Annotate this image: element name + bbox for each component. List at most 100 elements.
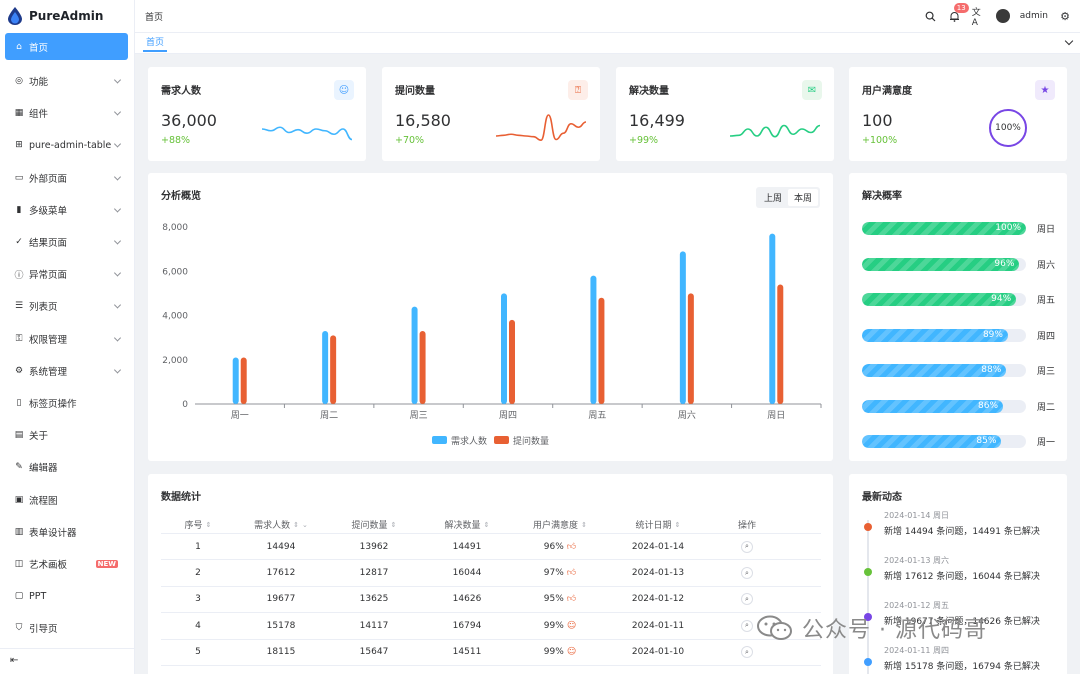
- search-icon[interactable]: ⌕: [741, 646, 753, 659]
- bar-1-5[interactable]: [687, 293, 694, 404]
- sort-icon[interactable]: ⇕: [581, 520, 587, 529]
- cell-value: 13625: [359, 594, 389, 605]
- search-icon[interactable]: ⌕: [741, 593, 753, 606]
- x-tick-label: 周六: [678, 409, 696, 421]
- collapse-sidebar-icon[interactable]: ⇤: [10, 655, 19, 666]
- progress-fill: 94%: [862, 293, 1017, 306]
- sidebar-item-12[interactable]: ▤ 关于: [0, 419, 134, 451]
- column-header[interactable]: 用户满意度 ⇕: [513, 518, 607, 532]
- sort-icon[interactable]: ⇕: [483, 520, 490, 529]
- bar-0-0[interactable]: [232, 357, 239, 404]
- x-tick-label: 周四: [499, 410, 517, 421]
- sort-icon[interactable]: ⇕: [390, 520, 397, 529]
- search-icon[interactable]: [924, 9, 938, 23]
- bar-chart-icon: ▮: [16, 204, 22, 215]
- timeline-text: 新增 19677 条问题，14626 条已解决: [884, 617, 1040, 627]
- sort-icon[interactable]: ⇕: [674, 520, 681, 529]
- sort-icon[interactable]: ⇕: [293, 520, 299, 529]
- bar-0-1[interactable]: [322, 330, 329, 404]
- notice-count-badge: 13: [953, 3, 969, 13]
- timeline-line: [867, 520, 869, 674]
- table-cell: 19677: [235, 594, 327, 604]
- gear-icon[interactable]: ⚙: [1060, 9, 1070, 23]
- column-header-label: 提问数量: [351, 521, 388, 531]
- table-row: 3 19677 13625 14626 95% 👍︎ 2024-01-12 ⌕: [161, 587, 821, 614]
- table-cell: 14626: [421, 594, 513, 604]
- bar-0-3[interactable]: [501, 293, 507, 404]
- bar-0-5[interactable]: [679, 251, 686, 404]
- column-header[interactable]: 统计日期 ⇕: [607, 518, 709, 532]
- toggle-this-week[interactable]: 本周: [787, 189, 818, 206]
- table-cell: 14491: [421, 542, 513, 552]
- sidebar-item-5[interactable]: ▮ 多级菜单: [0, 194, 134, 226]
- bar-1-4[interactable]: [598, 297, 605, 404]
- bar-1-0[interactable]: [240, 357, 247, 404]
- toggle-last-week[interactable]: 上周: [763, 194, 782, 204]
- y-tick-label: 6,000: [162, 267, 188, 277]
- sparkline-path: [730, 124, 820, 138]
- sidebar-item-13[interactable]: ✎ 编辑器: [0, 451, 134, 483]
- sidebar-item-9[interactable]: ⚿ 权限管理: [0, 323, 134, 355]
- sidebar-item-0[interactable]: ⌂ 首页: [5, 33, 128, 60]
- search-icon[interactable]: ⌕: [741, 567, 753, 580]
- sidebar-item-1[interactable]: ◎ 功能: [0, 65, 134, 97]
- chevron-down-icon: [113, 205, 122, 213]
- bar-1-1[interactable]: [330, 335, 337, 404]
- timeline-dot: [864, 613, 872, 621]
- flowchart-icon: ▣: [14, 494, 24, 505]
- sidebar-item-16[interactable]: ◫ 艺术画板 NEW: [0, 548, 134, 580]
- sidebar-item-14[interactable]: ▣ 流程图: [0, 483, 134, 515]
- bar-0-2[interactable]: [411, 306, 418, 404]
- sidebar-item-7[interactable]: ⓘ 异常页面: [0, 258, 134, 290]
- sidebar-item-2[interactable]: ▦ 组件: [0, 97, 134, 129]
- breadcrumb[interactable]: 首页: [145, 12, 164, 23]
- chevron-down-icon[interactable]: [1064, 36, 1074, 46]
- bar-0-4[interactable]: [590, 275, 597, 404]
- column-header[interactable]: 操作: [709, 518, 785, 531]
- bar-1-2[interactable]: [419, 330, 426, 404]
- column-header[interactable]: 序号 ⇕: [161, 518, 235, 532]
- timeline-text: 新增 17612 条问题，16044 条已解决: [884, 572, 1040, 582]
- search-icon[interactable]: ⌕: [741, 540, 753, 553]
- info-icon: ⓘ: [14, 270, 24, 281]
- bar-0-6[interactable]: [769, 233, 776, 404]
- sidebar-item-4[interactable]: ▭ 外部页面: [0, 162, 134, 194]
- bell-icon[interactable]: 13: [948, 3, 969, 23]
- table-cell: 14511: [421, 647, 513, 657]
- bar-1-6[interactable]: [777, 284, 784, 404]
- sidebar-item-6[interactable]: ✓ 结果页面: [0, 226, 134, 258]
- legend-swatch[interactable]: [494, 436, 509, 444]
- edit-icon: ✎: [15, 462, 23, 473]
- progress-bar: 96%: [862, 257, 1026, 271]
- overview-card: 分析概览 上周 本周 0 2,000 4,000 6,000 8,000 周一 周二 周三 周四…: [148, 173, 833, 461]
- sidebar-item-8[interactable]: ☰ 列表页: [0, 290, 134, 322]
- column-header[interactable]: 提问数量 ⇕: [327, 518, 421, 532]
- sidebar-item-3[interactable]: ⊞ pure-admin-table: [0, 129, 134, 161]
- column-header[interactable]: 解决数量 ⇕: [421, 518, 513, 532]
- legend-label[interactable]: 需求人数: [451, 435, 487, 447]
- table-cell-actions: ⌕: [709, 619, 785, 632]
- sidebar-item-17[interactable]: ▢ PPT: [0, 580, 134, 612]
- bar-1-3[interactable]: [509, 319, 515, 404]
- sidebar-item-10[interactable]: ⚙ 系统管理: [0, 355, 134, 387]
- sidebar-item-label: 编辑器: [29, 463, 58, 475]
- sidebar-item-15[interactable]: ▥ 表单设计器: [0, 516, 134, 548]
- search-icon[interactable]: ⌕: [741, 619, 753, 632]
- sidebar-item-label: 艺术画板: [29, 559, 68, 571]
- sidebar-item-11[interactable]: ▯ 标签页操作: [0, 387, 134, 419]
- timeline-date: 2024-01-12 周五: [884, 601, 950, 610]
- legend-swatch[interactable]: [432, 436, 447, 444]
- sparkline: [496, 114, 586, 142]
- avatar[interactable]: [995, 9, 1010, 23]
- filter-icon[interactable]: ⌄: [302, 520, 308, 529]
- sidebar-item-18[interactable]: ⛉ 引导页: [0, 612, 134, 644]
- logo[interactable]: PureAdmin: [0, 0, 134, 32]
- sort-icon[interactable]: ⇕: [205, 520, 212, 529]
- username[interactable]: admin: [1019, 11, 1048, 21]
- timeline-item: 2024-01-11 周四 新增 15178 条问题，16794 条已解决: [862, 645, 1040, 674]
- legend-label[interactable]: 提问数量: [513, 435, 549, 447]
- tab-home[interactable]: 首页: [143, 36, 168, 52]
- column-header[interactable]: 需求人数 ⇕ ⌄: [235, 518, 327, 532]
- translate-icon[interactable]: 文A: [971, 7, 981, 28]
